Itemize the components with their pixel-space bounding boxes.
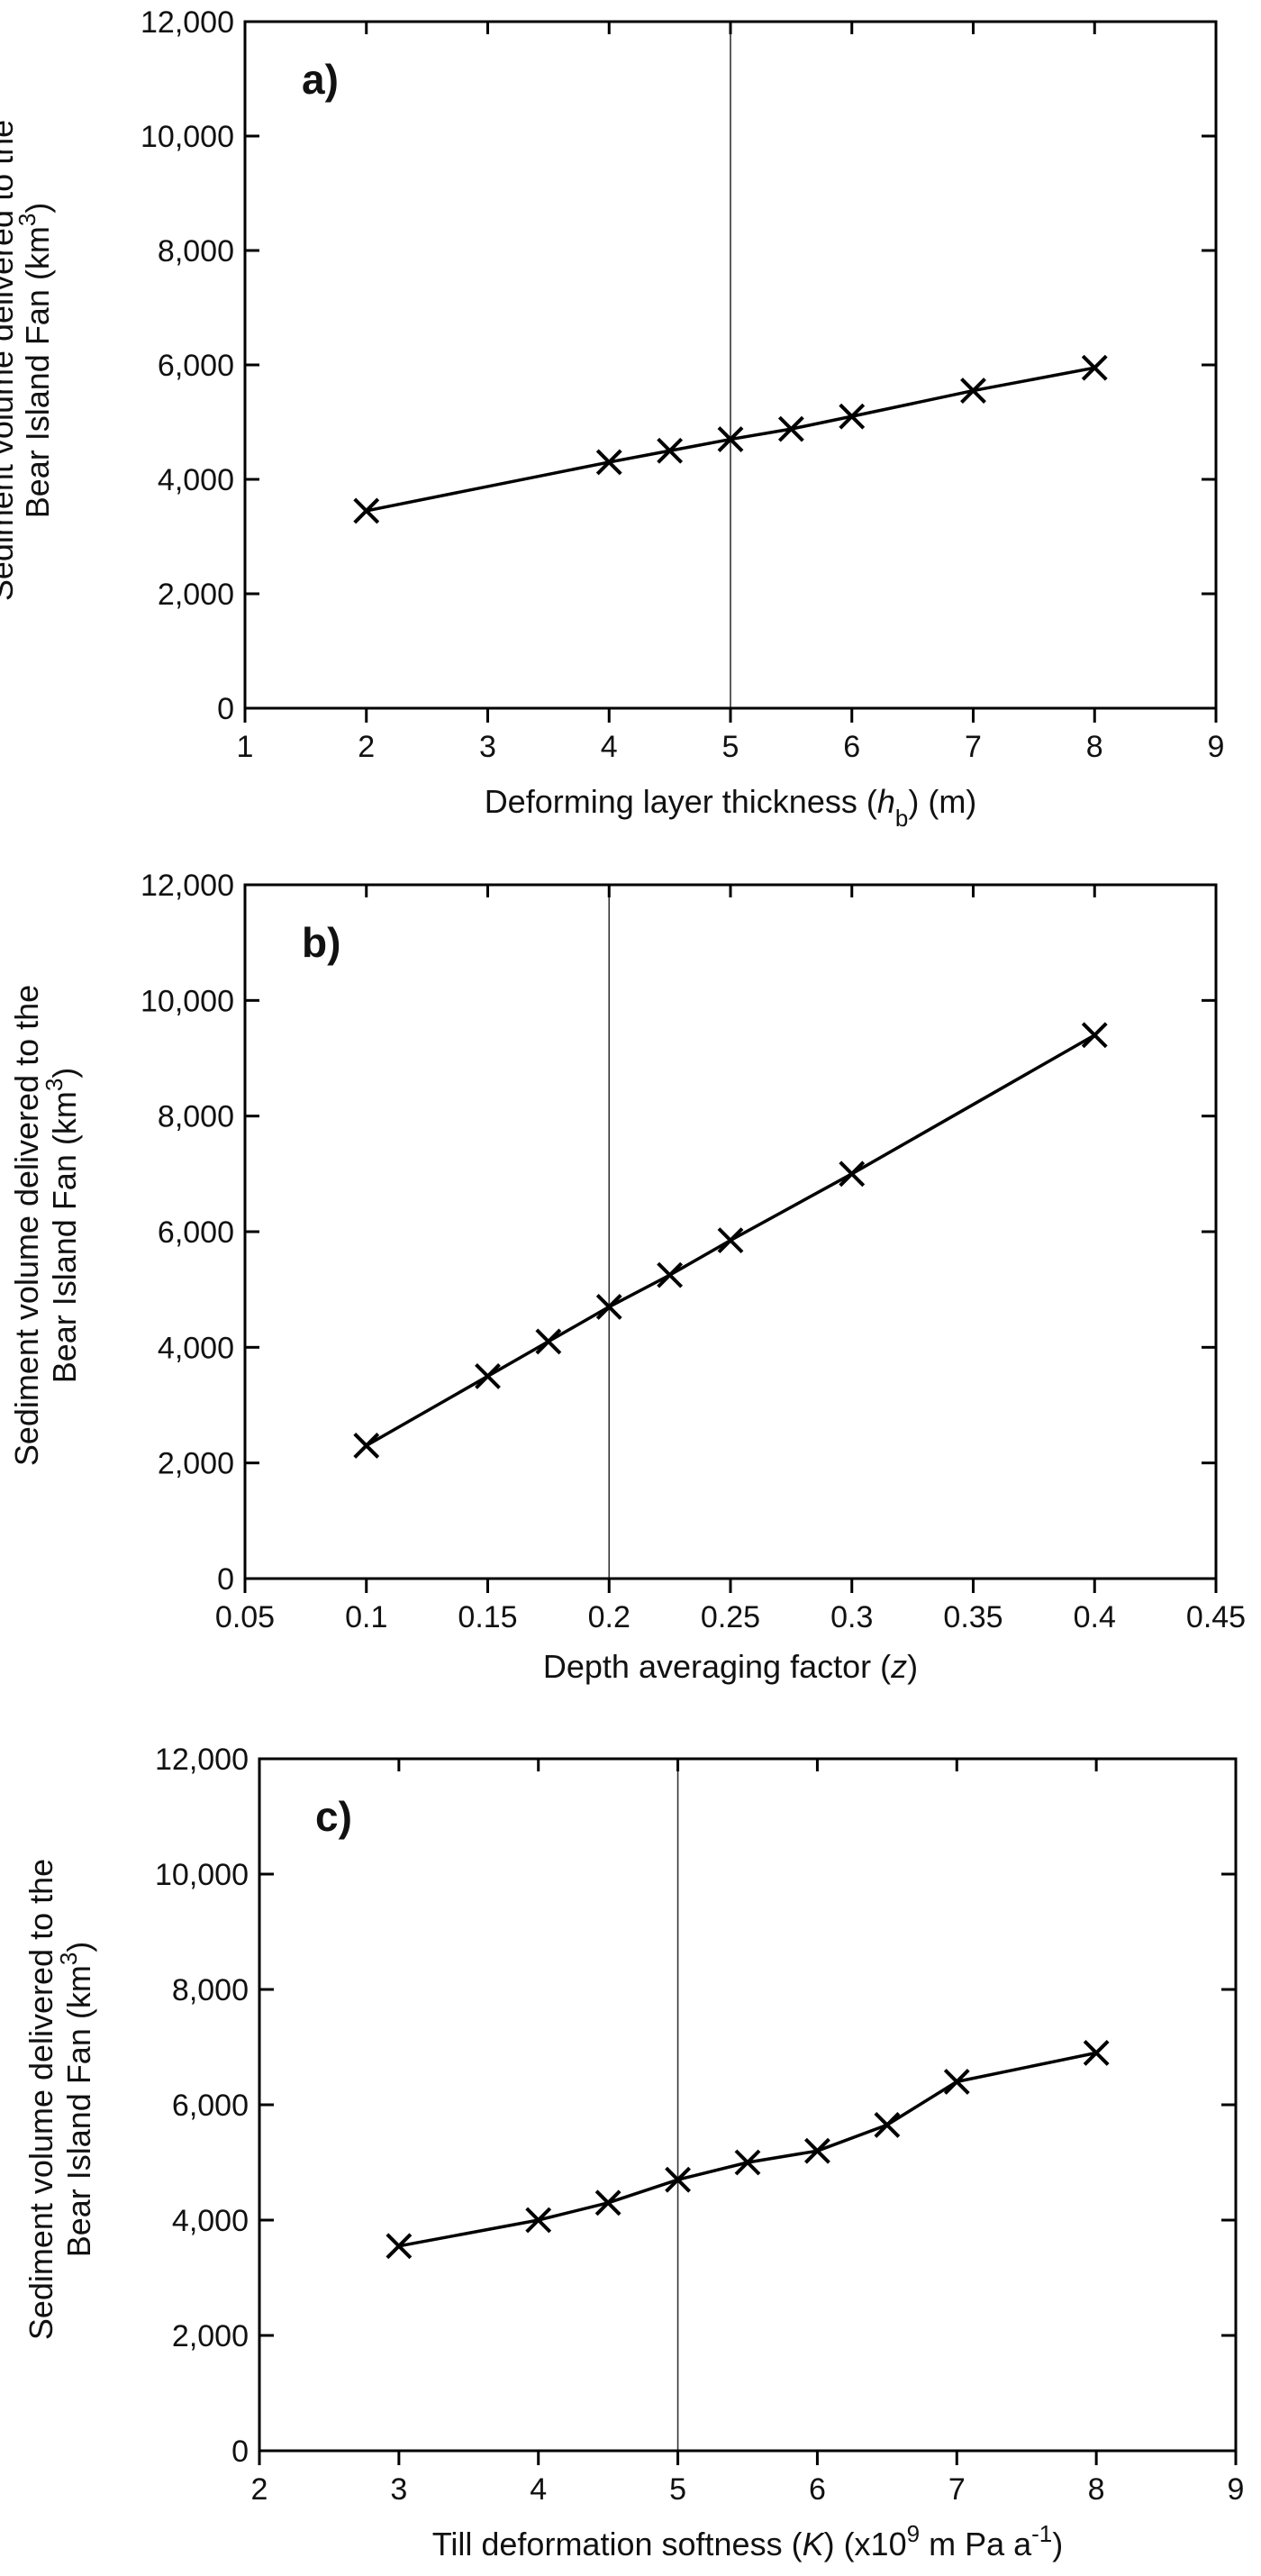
x-tick-label: 9 [1208, 730, 1225, 764]
data-point [717, 1227, 744, 1254]
y-tick-label: 2,000 [158, 1447, 234, 1481]
x-tick-label: 4 [601, 730, 618, 764]
x-tick-label: 1 [237, 730, 254, 764]
chart-panel-1: 0 2,000 4,000 6,000 8,000 10,000 12,000 1 2 3 4 5 6 7… [0, 5, 1224, 832]
data-point [657, 437, 684, 464]
y-tick-label: 10,000 [141, 984, 234, 1018]
y-tick-label: 8,000 [158, 1100, 234, 1134]
x-tick-label: 9 [1228, 2472, 1245, 2507]
data-point [943, 2068, 970, 2095]
y-axis-title-line: Bear Island Fan (km3) [14, 203, 56, 519]
y-tick-label: 0 [231, 2435, 249, 2469]
panel-label: a) [302, 56, 339, 103]
chart-panel-2: 0 2,000 4,000 6,000 8,000 10,000 12,000 0.05 0.1… [8, 869, 1246, 1685]
x-tick-label: 2 [358, 730, 375, 764]
x-tick-label: 7 [948, 2472, 966, 2507]
data-point [839, 1161, 866, 1188]
y-tick-label: 10,000 [155, 1858, 249, 1892]
y-tick-label: 0 [217, 692, 234, 726]
x-tick-label: 0.25 [701, 1600, 760, 1634]
data-point [353, 497, 380, 524]
x-tick-label: 3 [479, 730, 496, 764]
y-tick-label: 4,000 [172, 2204, 249, 2238]
y-axis-title-line: Sediment volume delivered to the [8, 985, 45, 1466]
y-tick-label: 6,000 [172, 2089, 249, 2123]
data-point [1081, 354, 1108, 381]
y-axis-title-line: Sediment volume delivered to the [0, 120, 20, 601]
data-point [1083, 2039, 1110, 2066]
x-tick-label: 3 [390, 2472, 407, 2507]
data-point [839, 403, 866, 430]
data-point [960, 378, 986, 404]
x-tick-label: 6 [843, 730, 860, 764]
y-tick-label: 8,000 [172, 1973, 249, 2007]
y-tick-label: 12,000 [141, 869, 234, 903]
series-line [366, 366, 1095, 513]
x-tick-label: 0.4 [1074, 1600, 1116, 1634]
x-tick-label: 0.3 [830, 1600, 873, 1634]
data-point [595, 1294, 622, 1320]
x-tick-label: 5 [669, 2472, 686, 2507]
data-point [475, 1363, 501, 1389]
data-point [595, 449, 622, 476]
data-point [525, 2207, 552, 2234]
x-tick-label: 6 [809, 2472, 826, 2507]
y-tick-label: 6,000 [158, 1215, 234, 1250]
y-tick-label: 12,000 [155, 1743, 249, 1777]
data-point [717, 426, 744, 452]
y-axis-title-line: Bear Island Fan (km3) [41, 1068, 83, 1384]
y-tick-label: 4,000 [158, 463, 234, 497]
data-point [657, 1261, 684, 1288]
data-point [804, 2137, 830, 2164]
x-axis-title: Till deformation softness (K) (x109 m Pa… [432, 2520, 1064, 2562]
x-tick-label: 4 [530, 2472, 547, 2507]
x-tick-label: 0.35 [943, 1600, 1002, 1634]
data-point [734, 2149, 761, 2176]
x-tick-label: 0.2 [588, 1600, 630, 1634]
data-point [353, 1433, 380, 1459]
data-point [777, 415, 804, 442]
y-tick-label: 6,000 [158, 349, 234, 383]
y-tick-label: 2,000 [158, 578, 234, 612]
x-tick-label: 0.45 [1186, 1600, 1246, 1634]
x-tick-label: 8 [1086, 730, 1103, 764]
y-tick-label: 8,000 [158, 234, 234, 269]
y-tick-label: 2,000 [172, 2319, 249, 2353]
y-tick-label: 10,000 [141, 120, 234, 154]
x-tick-label: 0.15 [458, 1600, 517, 1634]
x-tick-label: 5 [722, 730, 739, 764]
plot-frame [243, 883, 1218, 1580]
panel-label: c) [315, 1793, 352, 1840]
x-tick-label: 2 [251, 2472, 268, 2507]
data-point [386, 2233, 413, 2260]
x-tick-label: 8 [1088, 2472, 1105, 2507]
x-axis-title: Deforming layer thickness (hb) (m) [485, 783, 977, 832]
data-point [1081, 1022, 1108, 1049]
y-axis-title-line: Sediment volume delivered to the [23, 1859, 59, 2340]
x-tick-label: 0.1 [345, 1600, 387, 1634]
data-point [594, 2189, 621, 2216]
x-tick-label: 0.05 [215, 1600, 275, 1634]
y-axis-title-line: Bear Island Fan (km3) [55, 1942, 97, 2258]
x-tick-label: 7 [965, 730, 982, 764]
series-line [398, 2051, 1097, 2248]
panel-label: b) [302, 919, 340, 966]
y-tick-label: 4,000 [158, 1331, 234, 1365]
plot-frame [258, 1757, 1238, 2453]
series-line [365, 1033, 1096, 1447]
y-tick-label: 12,000 [141, 5, 234, 40]
data-point [535, 1328, 562, 1355]
chart-panel-3: 0 2,000 4,000 6,000 8,000 10,000 12,000 2 3 4 5 6 7 8… [23, 1743, 1244, 2562]
data-point [874, 2111, 901, 2138]
x-axis-title: Depth averaging factor (z) [543, 1648, 918, 1685]
y-tick-label: 0 [217, 1562, 234, 1597]
data-point [665, 2166, 691, 2193]
